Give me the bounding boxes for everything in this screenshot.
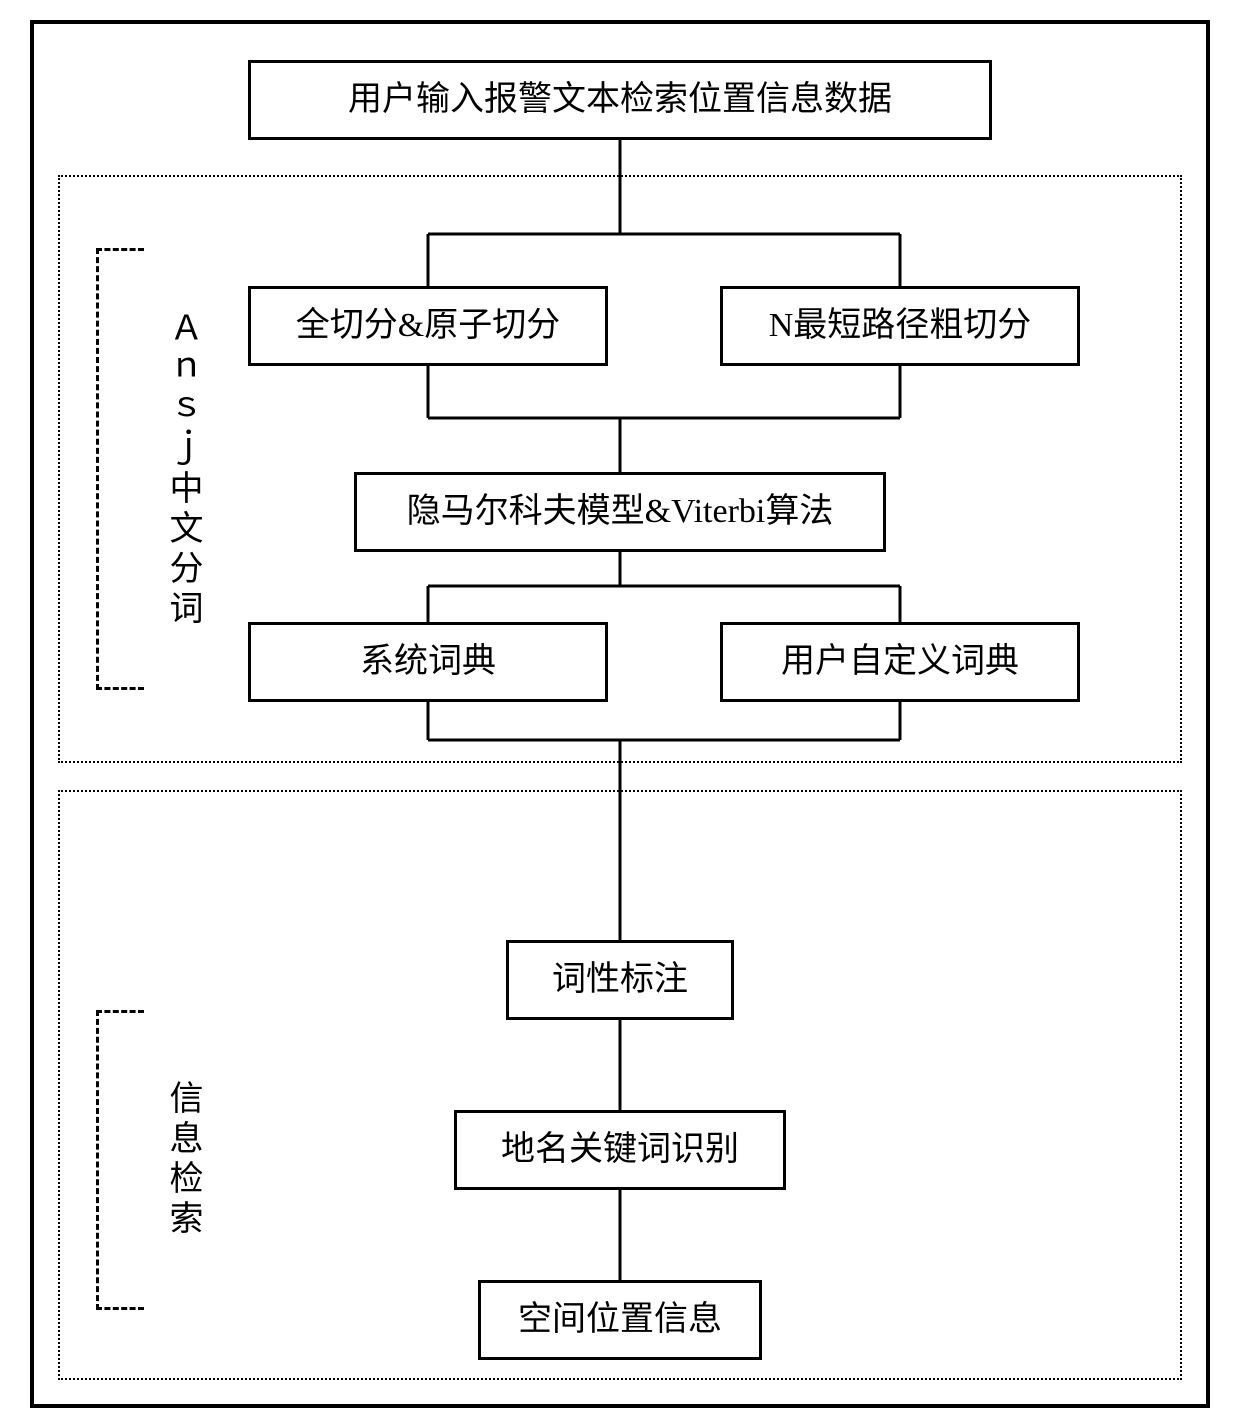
section-label-top: Ａｎｓｊ中文分词 [158, 270, 207, 670]
node-pos-tag: 词性标注 [506, 940, 734, 1020]
node-place-kw: 地名关键词识别 [454, 1110, 786, 1190]
section-label-bottom: 信息检索 [158, 1060, 207, 1260]
bracket-top [96, 248, 144, 690]
diagram-canvas: Ａｎｓｊ中文分词 信息检索 用户输入报警文本检索位置信息数据 全切分&原子切分 … [0, 0, 1240, 1428]
node-sys-dict: 系统词典 [248, 622, 608, 702]
node-input: 用户输入报警文本检索位置信息数据 [248, 60, 992, 140]
node-user-dict: 用户自定义词典 [720, 622, 1080, 702]
bracket-bottom [96, 1010, 144, 1310]
node-hmm-viterbi: 隐马尔科夫模型&Viterbi算法 [354, 472, 886, 552]
node-full-atom: 全切分&原子切分 [248, 286, 608, 366]
node-nshortest: N最短路径粗切分 [720, 286, 1080, 366]
node-spatial: 空间位置信息 [478, 1280, 762, 1360]
